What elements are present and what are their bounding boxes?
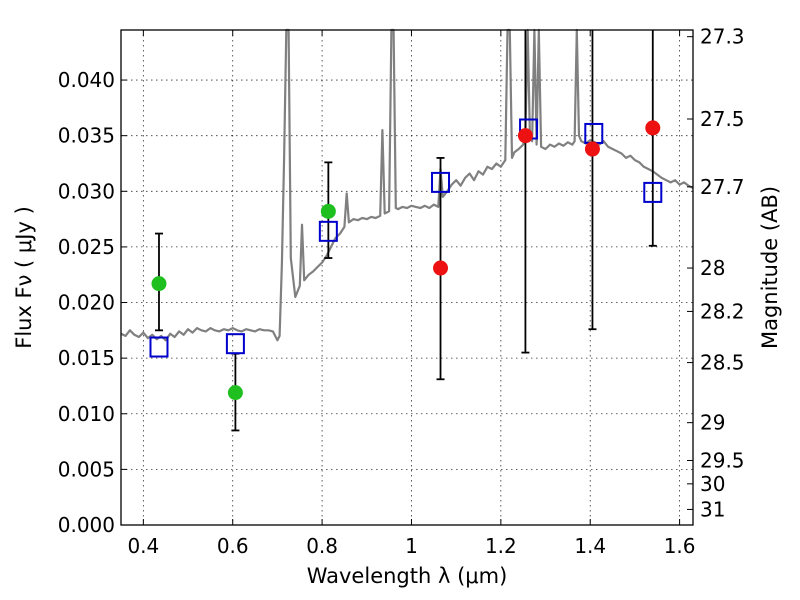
photometry-point-layer	[151, 120, 661, 401]
y-tick-label: 0.035	[58, 124, 115, 148]
plot-frame	[120, 29, 694, 526]
model-box-layer	[149, 118, 663, 358]
right-tick-label: 28.5	[700, 351, 745, 375]
grid-lines	[121, 30, 693, 526]
x-tick-label: 0.6	[217, 534, 249, 558]
green-photometry-point	[151, 276, 167, 292]
model-flux-box	[584, 122, 604, 144]
right-tick-label: 27.7	[700, 175, 745, 199]
red-photometry-point	[517, 128, 533, 144]
red-photometry-point	[584, 141, 600, 157]
x-tick-label: 1.6	[664, 534, 696, 558]
green-photometry-point	[227, 385, 243, 401]
right-tick-label: 28	[700, 256, 725, 280]
errorbar-layer	[154, 30, 657, 432]
spectrum-layer	[120, 28, 694, 342]
model-flux-box	[149, 336, 169, 358]
y-tick-label: 0.030	[58, 179, 115, 203]
y-tick-label: 0.015	[58, 346, 115, 370]
y-tick-label: 0.020	[58, 291, 115, 315]
x-axis-ticks: 0.4 0.6 0.8 1 1.2 1.4 1.6	[127, 30, 696, 558]
x-tick-label: 0.4	[127, 534, 159, 558]
y-tick-label: 0.010	[58, 402, 115, 426]
model-flux-box	[225, 333, 245, 355]
spectrum-line	[120, 28, 694, 342]
right-tick-label: 28.2	[700, 299, 745, 323]
model-flux-box	[318, 220, 338, 242]
y-tick-label: 0.000	[58, 513, 115, 537]
model-flux-box	[431, 171, 451, 193]
x-tick-label: 0.8	[306, 534, 338, 558]
y-axis-ticks: 0.000 0.005 0.010 0.015 0.020 0.025 0.030 0.035…	[58, 68, 127, 537]
x-tick-label: 1.4	[574, 534, 606, 558]
red-photometry-point	[433, 260, 449, 276]
right-tick-label: 27.5	[700, 107, 745, 131]
x-axis-title: Wavelength λ (μm)	[307, 564, 508, 588]
right-tick-label: 29.5	[700, 448, 745, 472]
green-photometry-point	[320, 203, 336, 219]
y-tick-label: 0.005	[58, 457, 115, 481]
right-axis-title: Magnitude (AB)	[758, 186, 782, 349]
y-axis-title: Flux Fν ( μJy )	[12, 206, 36, 349]
right-tick-label: 29	[700, 411, 725, 435]
x-tick-label: 1	[405, 534, 418, 558]
right-tick-label: 31	[700, 497, 725, 521]
y-tick-label: 0.040	[58, 68, 115, 92]
x-tick-label: 1.2	[485, 534, 517, 558]
y-tick-label: 0.025	[58, 235, 115, 259]
right-tick-label: 27.3	[700, 25, 745, 49]
red-photometry-point	[645, 120, 661, 136]
right-tick-label: 30	[700, 472, 725, 496]
model-flux-box	[643, 181, 663, 203]
